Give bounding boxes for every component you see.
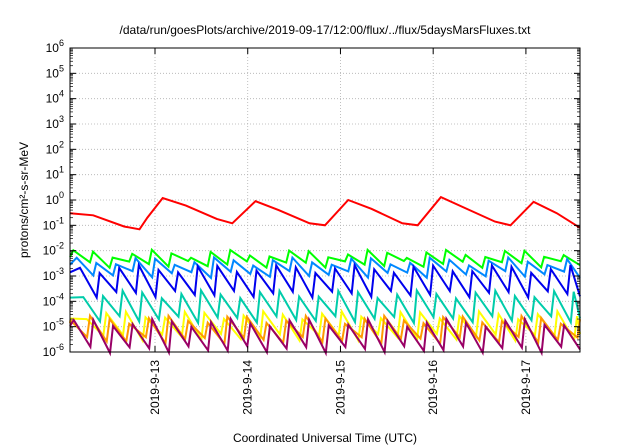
y-axis-label: protons/cm²-s-sr-MeV: [17, 142, 31, 258]
y-tick-label: 101: [46, 165, 64, 182]
y-tick-exponent: -1: [56, 215, 64, 225]
x-axis-label: Coordinated Universal Time (UTC): [233, 431, 417, 445]
y-tick-exponent: 0: [59, 190, 64, 200]
x-tick-label: 2019-9-13: [148, 360, 162, 415]
y-tick-exponent: -6: [56, 342, 64, 352]
series-line-3: [69, 261, 581, 301]
x-tick-label: 2019-9-14: [241, 360, 255, 415]
y-tick-exponent: 3: [59, 114, 64, 124]
series-line-7: [69, 315, 581, 357]
series-line-0: [69, 195, 581, 231]
x-tick-label: 2019-9-16: [426, 360, 440, 415]
y-tick-exponent: -4: [56, 291, 64, 301]
series-line-4: [69, 287, 581, 327]
x-tick-label: 2019-9-17: [519, 360, 533, 415]
y-tick-exponent: 4: [59, 89, 64, 99]
y-tick-label: 102: [46, 139, 64, 156]
y-tick-label: 10-6: [43, 342, 64, 359]
y-tick-label: 10-1: [43, 215, 64, 232]
x-axis-ticks: 2019-9-13 2019-9-14 2019-9-15 2019-9-16 2019…: [148, 48, 533, 415]
y-tick-label: 103: [46, 114, 64, 131]
x-tick-label: 2019-9-15: [333, 360, 347, 415]
y-tick-exponent: 1: [59, 165, 64, 175]
y-tick-label: 104: [46, 89, 64, 106]
y-tick-label: 100: [46, 190, 64, 207]
y-tick-label: 10-4: [43, 291, 64, 308]
y-tick-label: 10-5: [43, 317, 64, 334]
series-line-2: [69, 255, 581, 280]
y-axis-ticks: 10-610-510-410-310-210-11001011021031041…: [43, 38, 580, 359]
chart-title: /data/run/goesPlots/archive/2019-09-17/1…: [120, 23, 532, 37]
y-tick-exponent: 6: [59, 38, 64, 48]
y-tick-exponent: -3: [56, 266, 64, 276]
series-line-1: [69, 247, 581, 270]
y-tick-exponent: -2: [56, 241, 64, 251]
y-tick-exponent: 2: [59, 139, 64, 149]
y-tick-label: 105: [46, 63, 64, 80]
series-line-6: [69, 313, 581, 347]
series-group: [69, 195, 581, 357]
y-tick-label: 106: [46, 38, 64, 55]
y-tick-exponent: 5: [59, 63, 64, 73]
y-tick-label: 10-2: [43, 241, 64, 258]
y-tick-label: 10-3: [43, 266, 64, 283]
y-tick-exponent: -5: [56, 317, 64, 327]
